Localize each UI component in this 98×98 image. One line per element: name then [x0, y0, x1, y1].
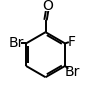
Text: F: F: [67, 35, 75, 49]
Text: Br: Br: [9, 36, 24, 50]
Text: O: O: [42, 0, 53, 13]
Text: Br: Br: [64, 65, 80, 79]
